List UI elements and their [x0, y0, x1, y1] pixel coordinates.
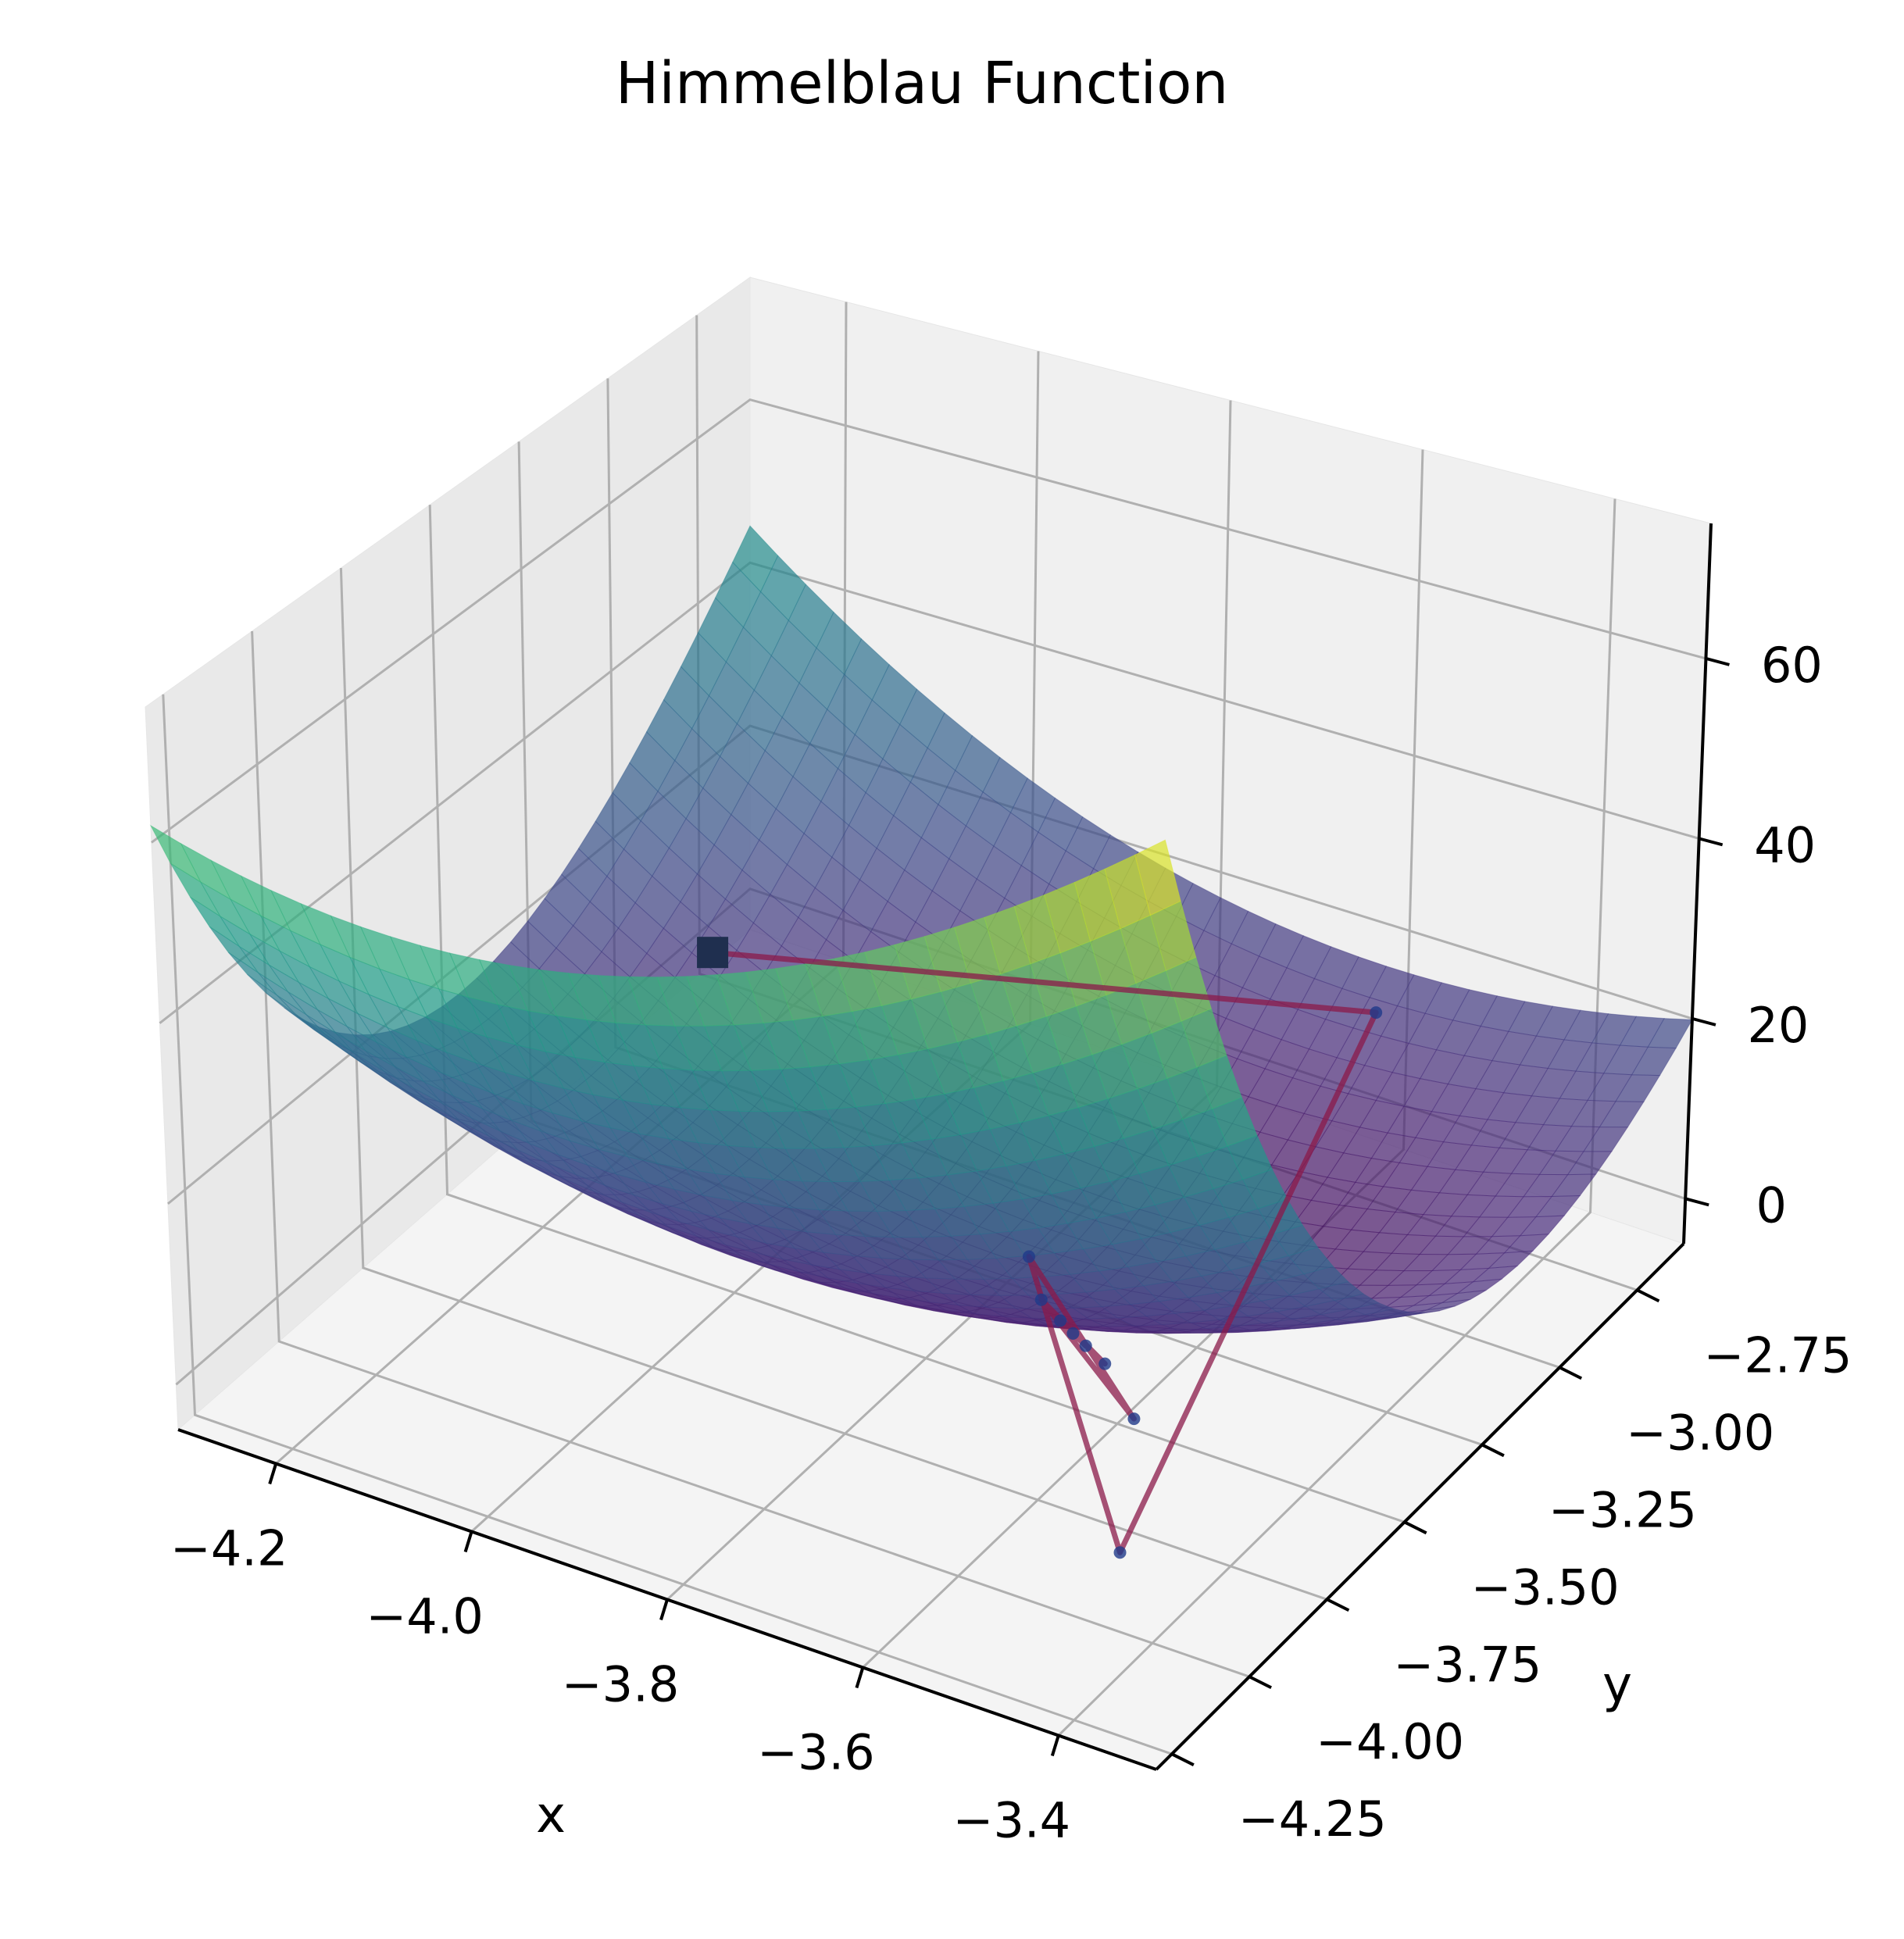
z-tick-label: 20	[1747, 997, 1809, 1054]
y-tick	[1170, 1752, 1195, 1766]
z-tick	[1691, 1016, 1716, 1027]
surface-patch	[1333, 1293, 1380, 1310]
grid-line-x	[1057, 498, 1616, 1737]
x-tick	[659, 1598, 669, 1621]
path-point	[1370, 1006, 1383, 1019]
y-tick	[1403, 1520, 1427, 1535]
surface-patch	[1227, 1134, 1274, 1180]
z-tick	[1684, 1197, 1709, 1207]
x-tick	[268, 1462, 278, 1485]
path-point	[1034, 1293, 1048, 1306]
z-tick	[1699, 837, 1724, 847]
x-tick-label: −4.0	[366, 1588, 484, 1645]
path-point	[1022, 1250, 1035, 1263]
y-tick	[1248, 1675, 1273, 1690]
y-tick	[1559, 1366, 1583, 1380]
surface-patch	[1583, 1127, 1629, 1152]
surface-patch	[1519, 1215, 1566, 1237]
grid-line-y	[251, 630, 1250, 1678]
surface-patch	[1395, 1310, 1440, 1318]
optimization-path	[697, 937, 1383, 1559]
path-point	[1113, 1546, 1127, 1559]
y-tick	[1326, 1598, 1350, 1612]
surface-patch	[1365, 1308, 1409, 1318]
path-point	[1127, 1412, 1141, 1426]
path-point	[1054, 1314, 1067, 1327]
surface-patch	[1380, 1312, 1425, 1318]
z-tick-label: 40	[1754, 816, 1816, 873]
x-tick-label: −3.8	[562, 1656, 680, 1713]
path-point	[1066, 1327, 1080, 1340]
grid-line-y	[339, 568, 1327, 1601]
z-tick-label: 0	[1756, 1177, 1786, 1234]
surface-patch	[1181, 1008, 1227, 1068]
surface-patch	[1426, 1298, 1471, 1311]
x-tick	[463, 1530, 473, 1553]
y-tick-label: −3.75	[1393, 1636, 1541, 1693]
x-tick-label: −4.2	[170, 1520, 288, 1577]
y-tick-label: −4.00	[1316, 1713, 1464, 1770]
z-tick-label: 60	[1761, 637, 1823, 694]
y-axis-label: y	[1602, 1656, 1632, 1714]
x-tick-label: −3.4	[953, 1792, 1071, 1849]
surface-patch	[1134, 839, 1181, 916]
grid-line-y	[162, 694, 1173, 1755]
path-point	[1079, 1339, 1092, 1352]
y-tick-label: −4.25	[1238, 1791, 1387, 1848]
y-tick-label: −3.50	[1471, 1559, 1620, 1616]
x-tick	[1050, 1734, 1060, 1757]
y-tick	[1636, 1288, 1660, 1303]
surface-patch	[1272, 1224, 1319, 1256]
surface-patch	[1196, 1055, 1243, 1110]
chart-title: Himmelblau Function	[616, 50, 1229, 117]
path-start-marker	[697, 937, 729, 969]
x-tick-label: −3.6	[757, 1724, 875, 1781]
y-tick	[1481, 1443, 1505, 1458]
y-tick-label: −2.75	[1703, 1327, 1852, 1384]
z-tick	[1705, 656, 1730, 666]
y-tick-label: −3.25	[1549, 1481, 1697, 1538]
tick-labels: −4.2 −4.0 −3.8 −3.6 −3.4 −4.25 −4.00 −3.75 −3.50…	[170, 637, 1852, 1849]
surface-patch	[1566, 1151, 1613, 1176]
x-axis-label: x	[536, 1787, 566, 1844]
grid-line-z	[151, 398, 1706, 844]
path-point	[1098, 1357, 1112, 1370]
surface-patch	[1631, 1046, 1677, 1077]
y-axis-line	[1155, 1242, 1685, 1771]
surface-patch	[1211, 1097, 1258, 1147]
x-tick	[855, 1666, 865, 1689]
grid-line-y	[428, 505, 1406, 1523]
y-tick-label: −3.00	[1626, 1404, 1774, 1461]
z-axis-line	[1682, 523, 1713, 1244]
